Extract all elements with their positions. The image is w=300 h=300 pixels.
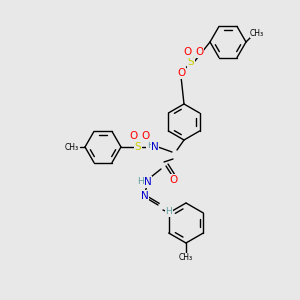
Text: CH₃: CH₃ bbox=[179, 254, 193, 262]
Text: H: H bbox=[147, 140, 153, 149]
Text: H: H bbox=[166, 208, 172, 217]
Text: O: O bbox=[177, 68, 185, 78]
Text: O: O bbox=[195, 47, 203, 57]
Text: N: N bbox=[144, 177, 152, 187]
Text: N: N bbox=[151, 142, 159, 152]
Text: S: S bbox=[135, 142, 141, 152]
Text: CH₃: CH₃ bbox=[250, 28, 264, 38]
Text: H: H bbox=[138, 176, 144, 185]
Text: O: O bbox=[184, 47, 192, 57]
Text: N: N bbox=[141, 191, 149, 201]
Text: O: O bbox=[130, 131, 138, 141]
Text: O: O bbox=[170, 175, 178, 185]
Text: S: S bbox=[188, 57, 194, 67]
Text: CH₃: CH₃ bbox=[65, 142, 79, 152]
Text: O: O bbox=[141, 131, 149, 141]
